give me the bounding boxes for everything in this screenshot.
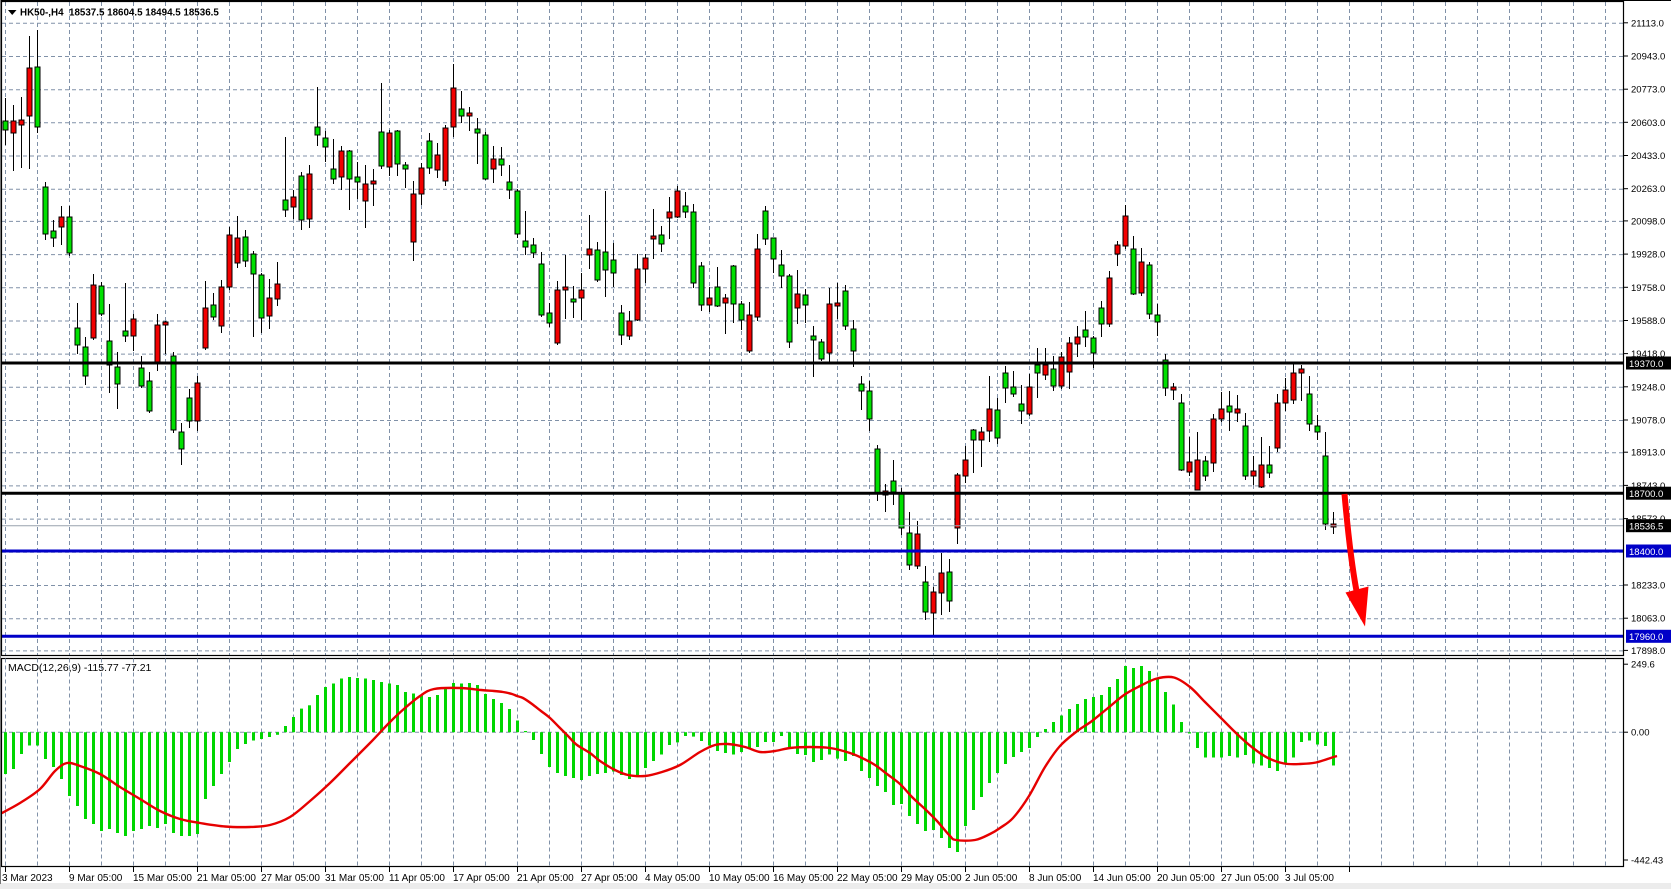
svg-text:19248.0: 19248.0 — [1631, 382, 1665, 393]
svg-text:19078.0: 19078.0 — [1631, 416, 1665, 427]
svg-text:31 Mar 05:00: 31 Mar 05:00 — [325, 873, 384, 884]
svg-text:-442.43: -442.43 — [1631, 856, 1663, 867]
svg-text:0.00: 0.00 — [1631, 728, 1650, 739]
svg-text:27 Jun 05:00: 27 Jun 05:00 — [1221, 873, 1279, 884]
svg-text:19758.0: 19758.0 — [1631, 283, 1665, 294]
svg-text:MACD(12,26,9) -115.77 -77.21: MACD(12,26,9) -115.77 -77.21 — [8, 662, 152, 674]
svg-text:249.6: 249.6 — [1631, 660, 1655, 671]
svg-text:20773.0: 20773.0 — [1631, 85, 1665, 96]
svg-text:15 Mar 05:00: 15 Mar 05:00 — [133, 873, 192, 884]
svg-text:HK50-,H4 18537.5 18604.5 1849: HK50-,H4 18537.5 18604.5 18494.5 18536.5 — [20, 8, 219, 19]
svg-text:27 Apr 05:00: 27 Apr 05:00 — [581, 873, 638, 884]
svg-text:10 May 05:00: 10 May 05:00 — [709, 873, 770, 884]
svg-text:16 May 05:00: 16 May 05:00 — [773, 873, 834, 884]
svg-text:17960.0: 17960.0 — [1629, 632, 1663, 643]
svg-text:18700.0: 18700.0 — [1629, 489, 1663, 500]
svg-text:3 Mar 2023: 3 Mar 2023 — [2, 873, 53, 884]
svg-text:18743.0: 18743.0 — [1631, 481, 1665, 492]
svg-text:18063.0: 18063.0 — [1631, 614, 1665, 625]
svg-text:29 May 05:00: 29 May 05:00 — [901, 873, 962, 884]
svg-text:19418.0: 19418.0 — [1631, 349, 1665, 360]
svg-text:20 Jun 05:00: 20 Jun 05:00 — [1157, 873, 1215, 884]
svg-text:20263.0: 20263.0 — [1631, 184, 1665, 195]
svg-text:4 May 05:00: 4 May 05:00 — [645, 873, 700, 884]
svg-text:19370.0: 19370.0 — [1629, 359, 1663, 370]
svg-text:20098.0: 20098.0 — [1631, 216, 1665, 227]
svg-text:18913.0: 18913.0 — [1631, 448, 1665, 459]
svg-text:2 Jun 05:00: 2 Jun 05:00 — [965, 873, 1018, 884]
svg-text:21113.0: 21113.0 — [1631, 18, 1664, 29]
svg-text:18536.5: 18536.5 — [1629, 522, 1663, 533]
svg-text:19588.0: 19588.0 — [1631, 316, 1665, 327]
svg-text:11 Apr 05:00: 11 Apr 05:00 — [389, 873, 445, 884]
svg-text:19928.0: 19928.0 — [1631, 250, 1665, 261]
svg-text:17898.0: 17898.0 — [1631, 646, 1665, 657]
svg-text:27 Mar 05:00: 27 Mar 05:00 — [261, 873, 320, 884]
svg-text:20943.0: 20943.0 — [1631, 52, 1665, 63]
svg-text:18400.0: 18400.0 — [1629, 547, 1663, 558]
svg-text:8 Jun 05:00: 8 Jun 05:00 — [1029, 873, 1082, 884]
svg-text:22 May 05:00: 22 May 05:00 — [837, 873, 898, 884]
svg-text:20433.0: 20433.0 — [1631, 151, 1665, 162]
svg-text:20603.0: 20603.0 — [1631, 118, 1665, 129]
svg-text:3 Jul 05:00: 3 Jul 05:00 — [1285, 873, 1334, 884]
svg-text:21 Apr 05:00: 21 Apr 05:00 — [517, 873, 574, 884]
svg-text:21 Mar 05:00: 21 Mar 05:00 — [197, 873, 256, 884]
svg-text:14 Jun 05:00: 14 Jun 05:00 — [1093, 873, 1151, 884]
svg-text:18233.0: 18233.0 — [1631, 581, 1665, 592]
svg-text:9 Mar 05:00: 9 Mar 05:00 — [69, 873, 123, 884]
svg-text:17 Apr 05:00: 17 Apr 05:00 — [453, 873, 510, 884]
